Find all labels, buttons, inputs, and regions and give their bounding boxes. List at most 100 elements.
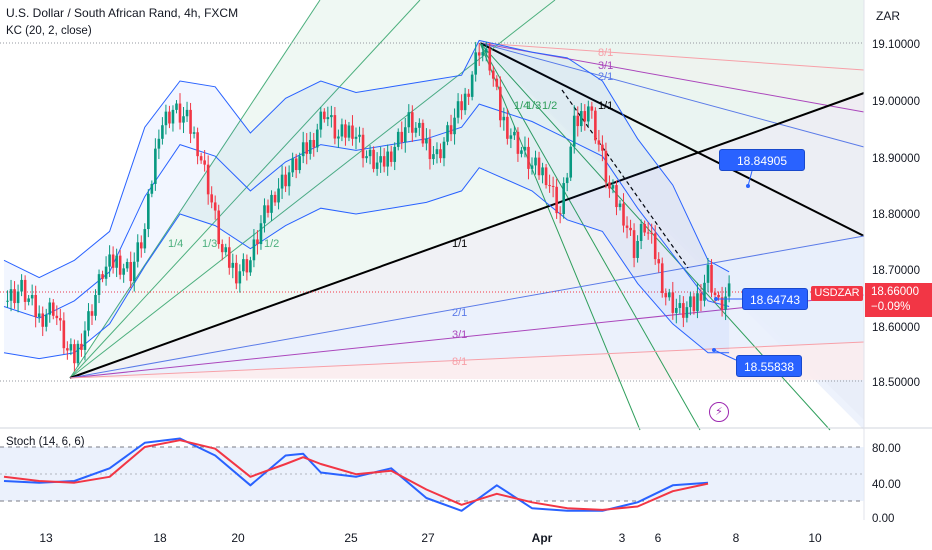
fan-bg-lower-left bbox=[70, 0, 864, 378]
candle-body bbox=[428, 138, 432, 160]
candle-body bbox=[650, 232, 653, 234]
fan-label-1-3-upper: 1/3 bbox=[526, 100, 541, 112]
price-tick: 18.60000 bbox=[872, 322, 920, 334]
candle-body bbox=[270, 194, 273, 213]
price-callout[interactable]: 18.55838 bbox=[736, 355, 802, 377]
candle-body bbox=[615, 185, 618, 208]
candle-body bbox=[632, 230, 636, 258]
candle-body bbox=[122, 268, 125, 275]
callout-connector-3 bbox=[713, 349, 737, 361]
fan-label-2-1-lower: 2/1 bbox=[452, 307, 467, 319]
candle-body bbox=[569, 146, 573, 178]
candle-body bbox=[558, 213, 562, 215]
candle-body bbox=[439, 149, 442, 159]
candle-body bbox=[530, 165, 534, 169]
candle-body bbox=[273, 194, 277, 203]
candle-body bbox=[249, 260, 252, 273]
candle-body bbox=[136, 242, 140, 262]
candle-body bbox=[418, 122, 421, 128]
callout-anchor-3 bbox=[712, 348, 716, 352]
candle-body bbox=[66, 348, 69, 351]
fan-label-1-2-upper: 1/2 bbox=[542, 100, 557, 112]
candle-body bbox=[636, 240, 639, 258]
candle-body bbox=[618, 203, 622, 208]
candle-body bbox=[520, 150, 523, 154]
stoch-d-line bbox=[3, 439, 709, 511]
time-tick: 3 bbox=[619, 531, 626, 545]
candle-body bbox=[27, 298, 30, 302]
candle-body bbox=[629, 227, 632, 231]
fan-label-1-2-lower: 1/2 bbox=[264, 238, 279, 250]
candle-body bbox=[41, 313, 45, 327]
stoch-tick: 80.00 bbox=[872, 443, 901, 455]
candle-body bbox=[80, 343, 83, 350]
candle-body bbox=[182, 116, 185, 123]
candle-body bbox=[330, 115, 333, 118]
candle-body bbox=[488, 48, 492, 71]
indicator-label[interactable]: KC (20, 2, close) bbox=[6, 25, 92, 37]
fan-label-1-3-lower: 1/3 bbox=[202, 238, 217, 250]
candle-body bbox=[178, 103, 182, 123]
candle-body bbox=[175, 103, 178, 110]
stoch-label[interactable]: Stoch (14, 6, 6) bbox=[6, 436, 85, 448]
candle-body bbox=[115, 255, 118, 268]
candle-body bbox=[252, 239, 256, 261]
candle-body bbox=[139, 242, 143, 249]
candle-body bbox=[682, 303, 685, 318]
candle-body bbox=[231, 262, 235, 268]
candle-body bbox=[51, 302, 55, 316]
candle-body bbox=[470, 74, 474, 97]
candle-body bbox=[703, 282, 706, 301]
currency-label[interactable]: ZAR bbox=[876, 9, 900, 23]
candle-body bbox=[382, 156, 386, 167]
candle-body bbox=[421, 122, 425, 144]
price-change: −0.09% bbox=[871, 301, 911, 313]
candle-body bbox=[657, 259, 661, 264]
time-axis[interactable]: 13 18 20 25 27 Apr 3 6 8 10 bbox=[39, 531, 822, 545]
candle-body bbox=[506, 116, 509, 139]
candle-body bbox=[572, 115, 576, 147]
candle-body bbox=[403, 127, 407, 143]
candle-body bbox=[583, 111, 587, 122]
time-tick: 10 bbox=[808, 531, 822, 545]
candle-body bbox=[347, 125, 351, 138]
candle-body bbox=[245, 259, 249, 273]
candle-body bbox=[625, 225, 629, 228]
price-tick: 19.00000 bbox=[872, 96, 920, 108]
candle-body bbox=[48, 302, 52, 315]
candle-body bbox=[523, 146, 527, 151]
candle-body bbox=[372, 149, 375, 169]
candle-body bbox=[495, 78, 499, 87]
candle-body bbox=[727, 283, 731, 297]
candle-body bbox=[97, 274, 101, 295]
price-axis[interactable]: 19.10000 19.00000 18.90000 18.80000 18.7… bbox=[872, 39, 920, 389]
candle-body bbox=[277, 188, 280, 203]
lightning-icon[interactable]: ⚡ bbox=[709, 402, 729, 422]
candle-body bbox=[717, 294, 720, 298]
price-callout[interactable]: 18.84905 bbox=[719, 149, 805, 171]
chart-title: U.S. Dollar / South African Rand, 4h, FX… bbox=[6, 6, 239, 20]
candle-body bbox=[499, 86, 502, 121]
fan-label-2-1-upper: 2/1 bbox=[598, 71, 613, 83]
candle-body bbox=[699, 293, 703, 301]
candle-body bbox=[544, 167, 548, 186]
candle-body bbox=[132, 261, 136, 282]
candle-body bbox=[467, 93, 470, 97]
candle-body bbox=[537, 157, 541, 176]
candle-body bbox=[579, 111, 583, 127]
candle-body bbox=[477, 52, 481, 56]
candle-body bbox=[643, 224, 646, 233]
candle-body bbox=[484, 48, 488, 53]
candle-body bbox=[62, 320, 66, 349]
candle-body bbox=[379, 156, 382, 163]
symbol-badge: USDZAR bbox=[811, 286, 863, 301]
price-callout[interactable]: 18.64743 bbox=[742, 288, 808, 310]
fan-label-1-4-lower: 1/4 bbox=[168, 238, 183, 250]
candle-body bbox=[361, 134, 365, 159]
price-tick: 18.50000 bbox=[872, 377, 920, 389]
candle-body bbox=[639, 224, 643, 241]
candle-body bbox=[104, 266, 108, 279]
time-tick: Apr bbox=[532, 531, 553, 545]
candle-body bbox=[280, 174, 284, 189]
